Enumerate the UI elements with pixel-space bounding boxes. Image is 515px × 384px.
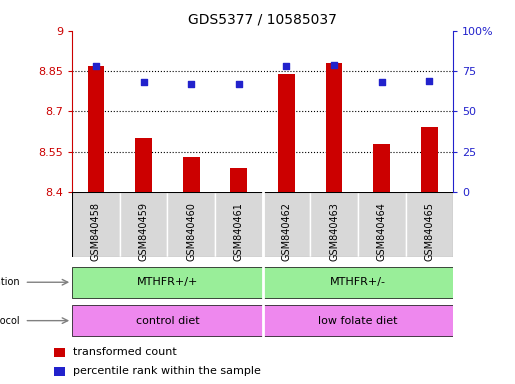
Bar <box>310 192 358 257</box>
Bar <box>215 192 263 257</box>
Title: GDS5377 / 10585037: GDS5377 / 10585037 <box>188 13 337 27</box>
Text: GSM840464: GSM840464 <box>377 202 387 261</box>
Text: low folate diet: low folate diet <box>318 316 398 326</box>
Bar <box>72 267 263 298</box>
Bar <box>72 192 119 257</box>
Point <box>377 79 386 85</box>
Text: GSM840459: GSM840459 <box>139 202 148 261</box>
Bar <box>231 168 247 192</box>
Bar <box>278 74 295 192</box>
Bar <box>88 66 104 192</box>
Text: GSM840460: GSM840460 <box>186 202 196 261</box>
Point <box>425 78 434 84</box>
Bar <box>135 138 152 192</box>
Text: protocol: protocol <box>0 316 20 326</box>
Text: GSM840462: GSM840462 <box>282 202 291 261</box>
Bar <box>263 192 310 257</box>
Text: MTHFR+/-: MTHFR+/- <box>330 277 386 287</box>
Bar <box>373 144 390 192</box>
Bar <box>326 63 342 192</box>
Bar <box>55 348 65 356</box>
Point <box>330 61 338 68</box>
Bar <box>167 192 215 257</box>
Point <box>235 81 243 87</box>
Point <box>92 63 100 69</box>
Text: genotype/variation: genotype/variation <box>0 277 20 287</box>
Text: control diet: control diet <box>135 316 199 326</box>
Bar <box>263 305 453 336</box>
Bar <box>119 192 167 257</box>
Text: GSM840465: GSM840465 <box>424 202 434 261</box>
Point <box>140 79 148 85</box>
Text: GSM840458: GSM840458 <box>91 202 101 261</box>
Point <box>187 81 195 87</box>
Text: GSM840461: GSM840461 <box>234 202 244 261</box>
Bar <box>421 127 438 192</box>
Bar <box>405 192 453 257</box>
Text: MTHFR+/+: MTHFR+/+ <box>136 277 198 287</box>
Bar <box>55 367 65 376</box>
Text: percentile rank within the sample: percentile rank within the sample <box>73 366 261 376</box>
Bar <box>183 157 199 192</box>
Bar <box>358 192 405 257</box>
Bar <box>263 267 453 298</box>
Point <box>282 63 290 69</box>
Text: transformed count: transformed count <box>73 347 177 358</box>
Bar <box>72 305 263 336</box>
Text: GSM840463: GSM840463 <box>329 202 339 261</box>
